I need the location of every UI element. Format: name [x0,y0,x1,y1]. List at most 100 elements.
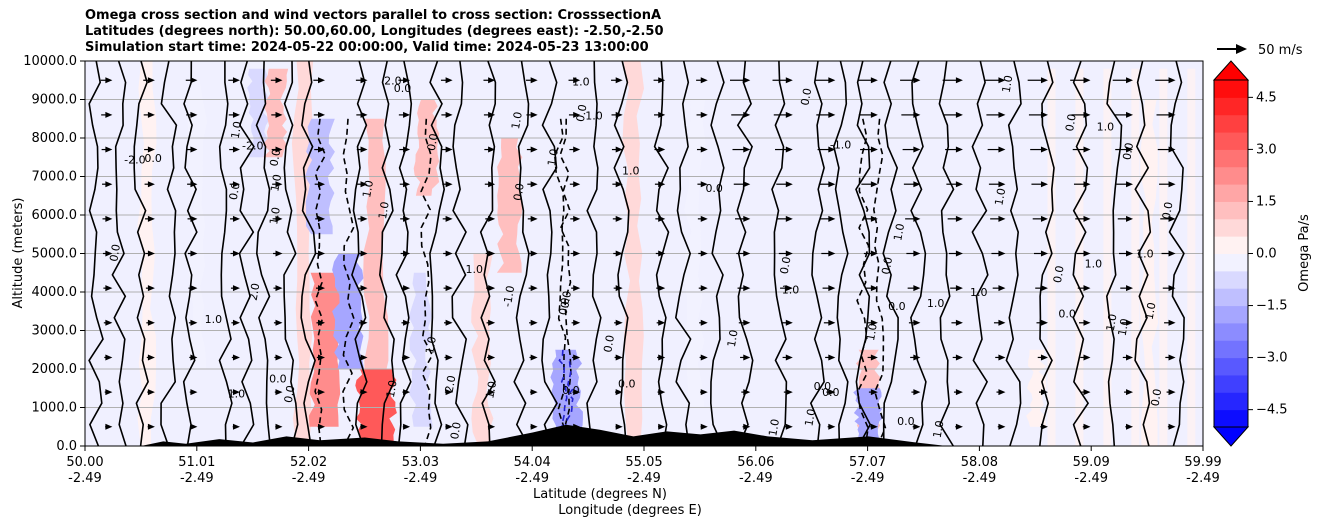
wind-vector [572,354,581,361]
colorbar-tick-label: 4.5 [1256,90,1277,105]
contour-label: -1.0 [501,285,518,308]
wind-vector [232,423,240,430]
colorbar-tick-label: 3.0 [1256,142,1277,157]
wind-vector [857,77,878,84]
wind-vector [443,285,453,292]
x-tick-label-lon: -2.49 [627,471,661,486]
wind-vector [274,354,283,361]
x-tick-label-lon: -2.49 [515,471,549,486]
wind-vector [445,423,453,430]
contour-line [809,61,825,446]
wind-vector [611,146,623,153]
wind-vector [1073,181,1091,188]
wind-vector [778,250,793,257]
x-tick-label-lon: -2.49 [1186,471,1220,486]
wind-vector [1037,354,1048,361]
contour-label: 1.0 [970,286,988,299]
wind-vector [572,389,581,396]
wind-vector [398,111,411,118]
colorbar-label: Omega Pa/s [1297,214,1312,292]
wind-vector [657,423,666,430]
colorbar-segment [1214,218,1248,237]
wind-vector [906,250,921,257]
contour-line [832,61,849,446]
wind-vector [1028,111,1048,118]
wind-vector [654,111,666,118]
wind-vector [654,146,666,153]
wind-vector [656,319,666,326]
y-tick-label: 0.0 [56,439,77,454]
wind-vector [526,146,538,153]
wind-vector [1033,250,1048,257]
wind-vector [316,319,326,326]
contour-label: 1.0 [782,283,800,296]
contour-label: 0.0 [282,384,298,403]
wind-vector [860,146,878,153]
contour-label: 1.0 [509,111,525,130]
omega-region [1103,68,1112,446]
wind-vector [821,250,836,257]
contour-line [1072,61,1090,446]
wind-vector [1112,77,1134,84]
y-tick-label: 5000.0 [32,247,78,262]
contour-label: -2.0 [124,153,145,166]
wind-vector [529,319,538,326]
wind-vector [400,250,411,257]
omega-region [187,80,208,370]
wind-vector [1125,423,1134,430]
wind-vector [399,146,411,153]
wind-vector [568,111,581,118]
wind-vector [569,146,581,153]
wind-vector [780,285,793,292]
wind-vector [442,215,453,222]
omega-region [1047,68,1056,446]
colorbar-segment [1214,166,1248,185]
wind-vector [699,354,708,361]
wind-vector [401,319,411,326]
wind-vector [997,423,1006,430]
wind-vector [740,354,751,361]
contour-line [938,61,955,446]
wind-vector [188,319,198,326]
wind-vector [1120,285,1134,292]
wind-vector [270,77,283,84]
contour-line [564,361,574,446]
wind-vector [526,111,538,118]
wind-vector [528,285,538,292]
contour-label: 1.0 [585,109,603,122]
wind-vector [613,285,623,292]
contour-line [872,118,887,446]
wind-vector [272,215,283,222]
omega-region [852,388,885,446]
colorbar-segment [1214,201,1248,220]
wind-vector [912,423,921,430]
wind-vector [230,250,240,257]
wind-vector [1166,389,1176,396]
wind-vector [1167,423,1176,430]
wind-vector [188,285,198,292]
y-tick-label: 1000.0 [32,401,78,416]
wind-vector [995,354,1006,361]
wind-vector [483,77,496,84]
contour-line [111,61,127,446]
contour-line [559,118,572,446]
wind-vector [104,354,113,361]
wind-vector [103,319,113,326]
wind-vector [815,77,836,84]
wind-vector [988,181,1006,188]
wind-vector [444,354,453,361]
wind-vector [1076,250,1091,257]
wind-vector [696,77,708,84]
contour-line [674,61,692,446]
contour-label: -2.0 [242,139,263,152]
wind-vector [314,181,326,188]
y-axis: 0.0 1000.0 2000.0 3000.0 4000.0 5000.0 6000.0 7… [23,54,85,454]
wind-vector [229,146,240,153]
colorbar: −4.5 −3.0 −1.5 0.0 1.5 3.0 4.5 [1212,60,1288,447]
wind-vector [1115,146,1134,153]
contour-line [771,61,788,446]
wind-vector [823,319,836,326]
wind-vector [274,389,283,396]
wind-vector [612,181,623,188]
